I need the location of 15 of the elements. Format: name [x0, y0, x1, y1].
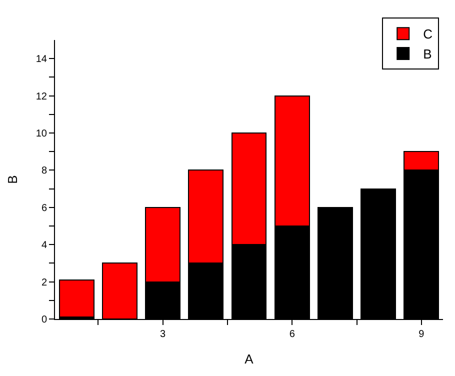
y-tick-label: 10: [36, 128, 48, 140]
y-tick-label: 2: [41, 277, 48, 288]
x-tick-label: 6: [289, 329, 296, 340]
y-tick-label: 6: [41, 202, 48, 214]
y-tick-label: 4: [41, 240, 48, 252]
legend-label: B: [423, 46, 432, 62]
legend-label: C: [423, 26, 433, 42]
y-tick-label: 12: [36, 91, 48, 102]
x-tick-label: 3: [160, 329, 166, 340]
y-tick-label: 0: [41, 314, 48, 326]
x-axis-title: A: [244, 352, 254, 367]
y-tick-label: 14: [36, 54, 48, 66]
y-axis-title: B: [4, 175, 20, 184]
y-tick-label: 8: [41, 166, 48, 177]
x-tick-label: 9: [418, 329, 425, 340]
